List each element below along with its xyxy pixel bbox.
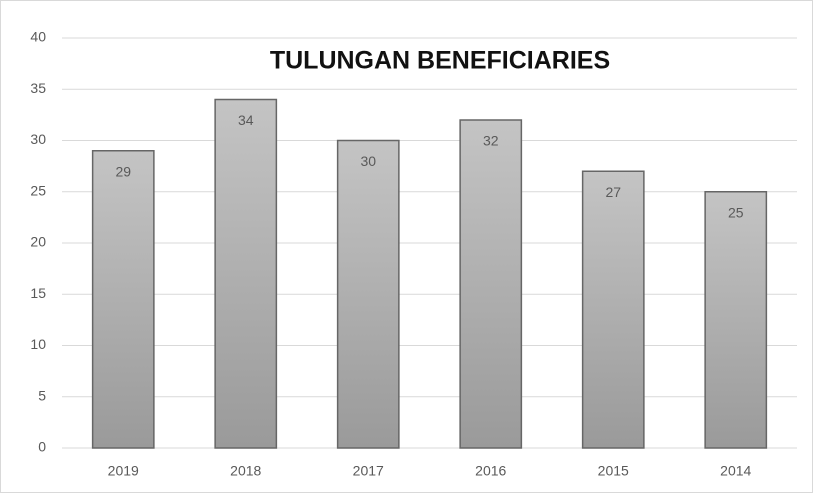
y-tick-label: 30 bbox=[30, 131, 46, 147]
y-tick-label: 0 bbox=[38, 439, 46, 455]
x-tick-label: 2015 bbox=[598, 463, 629, 479]
y-tick-label: 20 bbox=[30, 234, 46, 250]
y-tick-label: 40 bbox=[30, 29, 46, 45]
data-label: 34 bbox=[238, 112, 254, 128]
y-tick-label: 5 bbox=[38, 387, 46, 403]
bar bbox=[336, 139, 400, 449]
data-label: 30 bbox=[360, 153, 376, 169]
y-tick-label: 10 bbox=[30, 336, 46, 352]
y-tick-label: 15 bbox=[30, 285, 46, 301]
y-tick-label: 25 bbox=[30, 182, 46, 198]
x-tick-label: 2017 bbox=[353, 463, 384, 479]
bar bbox=[459, 119, 523, 449]
chart-title: TULUNGAN BENEFICIARIES bbox=[270, 47, 610, 75]
bar bbox=[91, 150, 155, 449]
data-label: 29 bbox=[115, 163, 131, 179]
x-tick-label: 2018 bbox=[230, 463, 261, 479]
data-label: 32 bbox=[483, 133, 499, 149]
bar bbox=[704, 191, 768, 449]
x-tick-label: 2019 bbox=[108, 463, 139, 479]
bar bbox=[581, 170, 645, 449]
y-tick-label: 35 bbox=[30, 80, 46, 96]
data-label: 27 bbox=[605, 184, 621, 200]
data-label: 25 bbox=[728, 204, 744, 220]
bar bbox=[214, 98, 278, 449]
x-tick-label: 2016 bbox=[475, 463, 506, 479]
x-tick-label: 2014 bbox=[720, 463, 751, 479]
